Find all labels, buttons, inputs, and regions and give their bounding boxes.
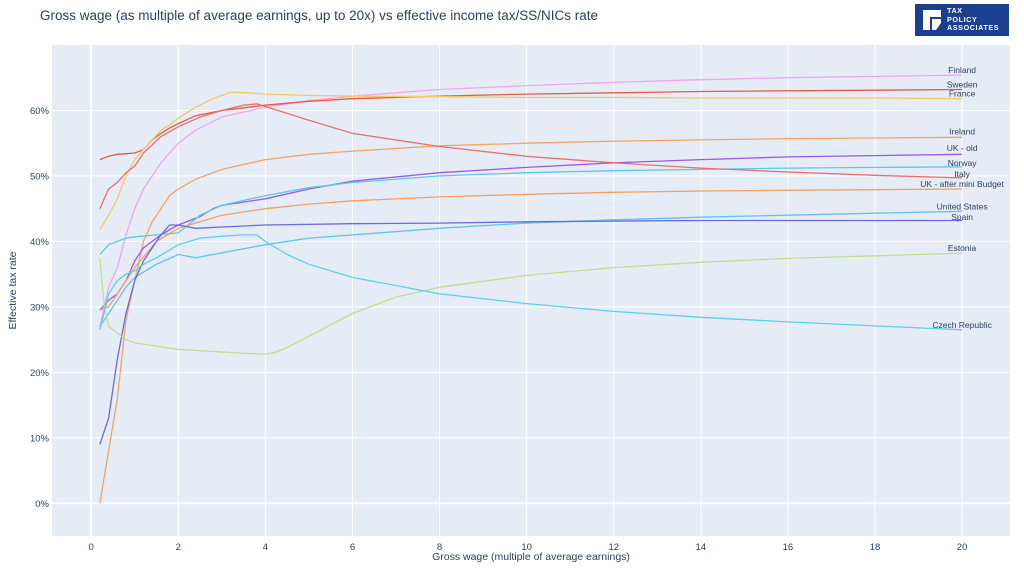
series-label-norway: Norway xyxy=(948,158,978,168)
y-tick-label: 50% xyxy=(30,171,50,182)
x-tick-label: 18 xyxy=(870,542,881,553)
series-line-france xyxy=(99,91,963,230)
y-gridlines xyxy=(52,109,1010,505)
x-tick-label: 0 xyxy=(89,542,94,553)
logo-line-2: POLICY xyxy=(947,14,978,24)
series-label-spain: Spain xyxy=(951,212,973,222)
series-line-spain xyxy=(99,219,963,445)
series-label-uk-old: UK - old xyxy=(947,143,978,153)
y-tick-label: 10% xyxy=(30,433,50,444)
x-tick-label: 10 xyxy=(521,542,532,553)
y-axis-title: Effective tax rate xyxy=(7,251,19,329)
series-line-czech-republic xyxy=(99,234,963,331)
series-line-united-states xyxy=(99,210,963,327)
series-label-uk-after-mini-budget: UK - after mini Budget xyxy=(920,179,1004,189)
x-tick-label: 14 xyxy=(696,542,707,553)
series-lines xyxy=(99,74,963,504)
x-tick-label: 2 xyxy=(176,542,181,553)
series-line-ireland xyxy=(99,136,963,504)
series-label-ireland: Ireland xyxy=(949,126,975,136)
series-label-czech-republic: Czech Republic xyxy=(932,320,992,330)
series-line-italy xyxy=(99,103,963,209)
x-tick-label: 12 xyxy=(608,542,619,553)
series-line-estonia xyxy=(99,252,963,355)
tax-policy-associates-logo: TAX POLICY ASSOCIATES xyxy=(915,4,1009,36)
series-label-sweden: Sweden xyxy=(947,79,978,89)
series-label-estonia: Estonia xyxy=(948,243,977,253)
series-label-italy: Italy xyxy=(954,169,970,179)
x-tick-label: 20 xyxy=(957,542,968,553)
y-tick-label: 20% xyxy=(30,368,50,379)
logo-line-3: ASSOCIATES xyxy=(947,23,1000,33)
series-label-france: France xyxy=(949,88,976,98)
series-line-norway xyxy=(99,166,963,255)
x-tick-label: 4 xyxy=(263,542,268,553)
y-tick-label: 40% xyxy=(30,237,50,248)
y-tick-label: 30% xyxy=(30,302,50,313)
series-label-united-states: United States xyxy=(937,202,988,212)
series-line-sweden xyxy=(99,88,963,161)
x-axis-ticks: 0 2 4 6 8 10 12 14 16 18 20 xyxy=(89,542,968,553)
x-tick-label: 8 xyxy=(437,542,442,553)
y-tick-label: 60% xyxy=(30,106,50,117)
x-axis-title: Gross wage (multiple of average earnings… xyxy=(432,551,630,563)
logo-line-1: TAX xyxy=(947,6,963,16)
logo-text: TAX POLICY ASSOCIATES xyxy=(947,7,999,33)
y-tick-label: 0% xyxy=(35,499,49,510)
x-tick-label: 16 xyxy=(783,542,794,553)
x-gridlines xyxy=(90,45,963,536)
series-line-uk-after-mini-budget xyxy=(99,188,963,311)
x-tick-label: 6 xyxy=(350,542,355,553)
series-label-finland: Finland xyxy=(948,65,976,75)
plot-area xyxy=(52,45,1010,536)
logo-mark-icon xyxy=(923,10,941,30)
y-axis-ticks: 0% 10% 20% 30% 40% 50% 60% xyxy=(30,106,50,510)
chart-title: Gross wage (as multiple of average earni… xyxy=(40,8,599,23)
series-line-finland xyxy=(99,74,963,327)
